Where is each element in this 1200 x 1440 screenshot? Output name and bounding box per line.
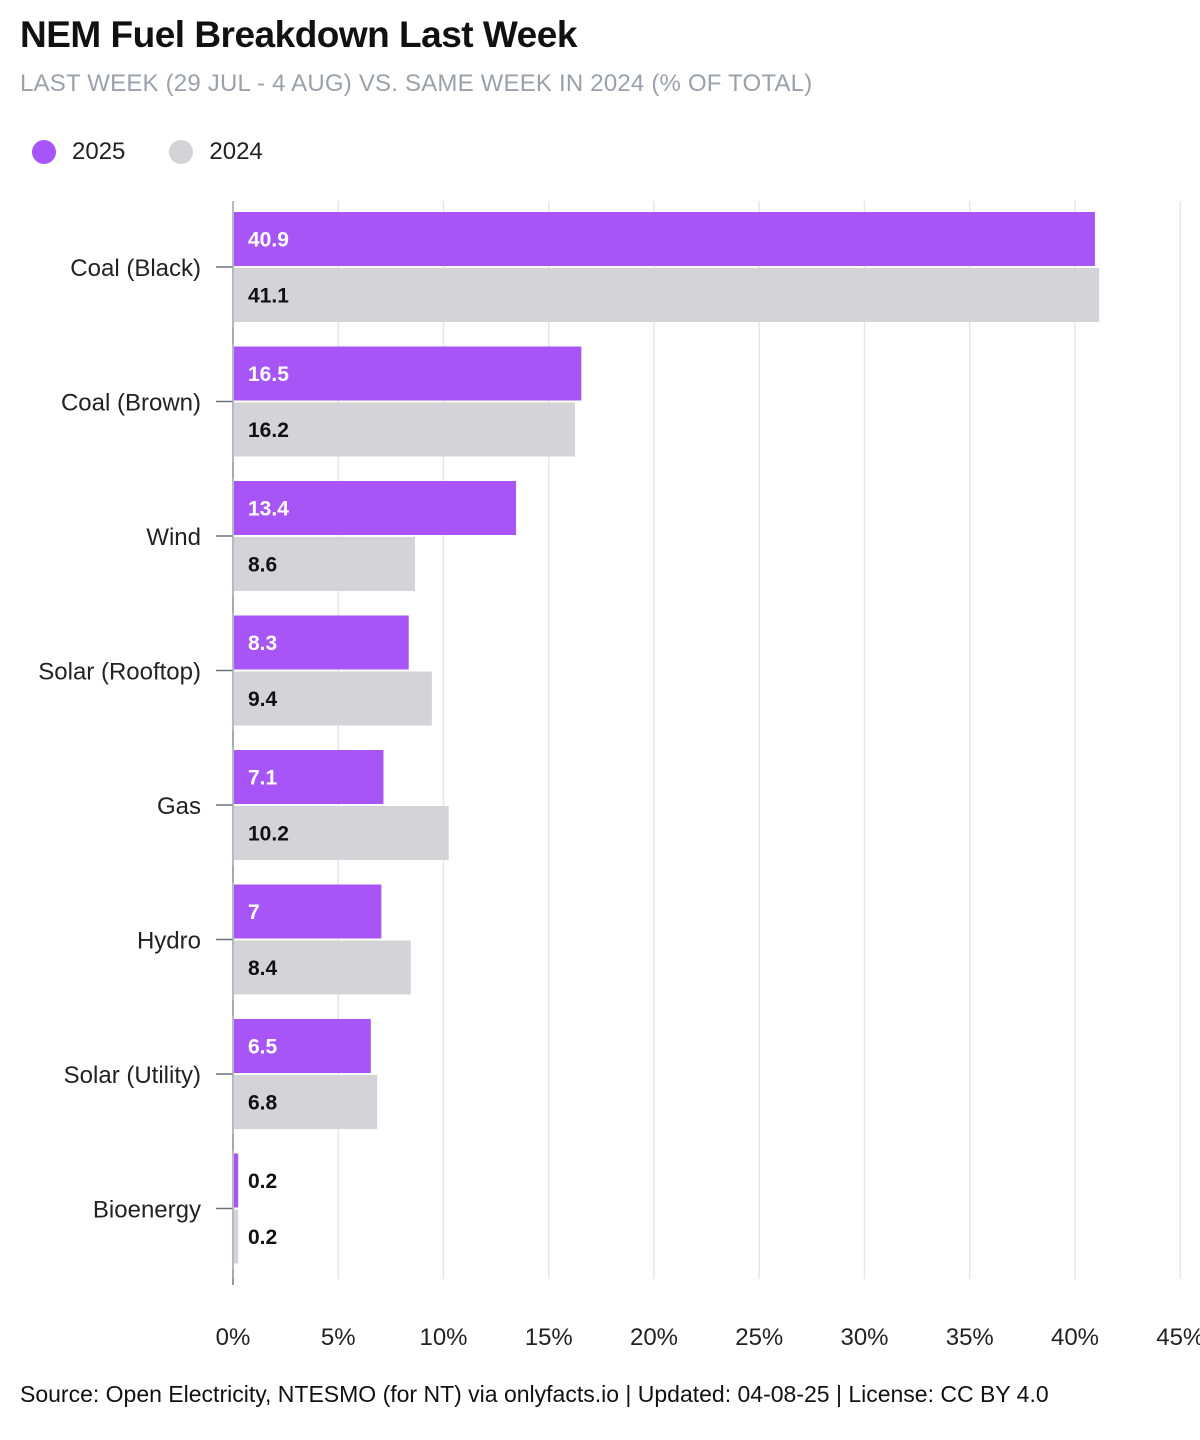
x-tick-label-40: 40% [1051,1324,1099,1351]
bar-2025-5 [234,750,384,804]
category-label-2: Coal (Brown) [61,390,201,417]
bar-2025-2 [234,346,582,401]
data-label-2024-4: 9.4 [248,688,278,711]
chart-title: NEM Fuel Breakdown Last Week [20,14,577,55]
category-label-6: Hydro [137,928,201,955]
legend-swatch-2024 [169,140,194,164]
chart-subtitle: LAST WEEK (29 JUL - 4 AUG) VS. SAME WEEK… [20,70,813,97]
bar-2024-8 [234,1209,239,1264]
bar-2025-8 [234,1153,239,1208]
x-tick-label-25: 25% [735,1324,783,1351]
bar-2024-6 [234,940,411,995]
x-tick-label-0: 0% [216,1324,251,1351]
x-tick-label-10: 10% [419,1324,467,1351]
x-tick-label-45: 45% [1156,1324,1200,1351]
x-tick-label-30: 30% [840,1324,888,1351]
bar-2024-5 [234,806,449,860]
data-label-2024-6: 8.4 [248,957,278,980]
bar-2025-7 [234,1019,371,1073]
data-label-2025-4: 8.3 [248,632,277,655]
legend-item-2024[interactable]: 2024 [169,138,263,166]
category-label-4: Solar (Rooftop) [38,659,201,686]
bar-2025-3 [234,481,517,535]
data-label-2024-2: 16.2 [248,419,289,442]
data-label-2024-7: 6.8 [248,1092,278,1115]
data-label-2024-3: 8.6 [248,554,277,577]
legend-label-2025: 2025 [72,138,126,165]
data-label-2025-2: 16.5 [248,363,289,386]
data-label-2024-5: 10.2 [248,823,289,846]
bar-chart: 40.9 41.1 Coal (Black) 16.5 16.2 Coal (Brown)… [38,201,1200,1351]
data-label-2025-7: 6.5 [248,1036,278,1059]
x-tick-label-20: 20% [630,1324,678,1351]
x-tick-label-15: 15% [525,1324,573,1351]
bar-2024-3 [234,537,416,591]
bar-2024-1 [234,268,1100,322]
source-footer: Source: Open Electricity, NTESMO (for NT… [20,1381,1049,1407]
bar-2024-4 [234,671,432,726]
data-label-2025-8: 0.2 [248,1170,277,1193]
bar-2024-2 [234,402,576,457]
data-label-2024-8: 0.2 [248,1226,277,1249]
category-label-5: Gas [157,793,201,820]
data-label-2025-1: 40.9 [248,229,289,252]
category-label-8: Bioenergy [93,1197,201,1224]
legend-label-2024: 2024 [209,138,263,165]
bar-2025-6 [234,884,382,939]
data-label-2025-3: 13.4 [248,498,289,521]
bar-2025-4 [234,615,409,670]
legend-item-2025[interactable]: 2025 [32,138,125,166]
legend-swatch-2025 [32,140,56,164]
data-label-2024-1: 41.1 [248,285,289,308]
bar-2024-7 [234,1075,378,1129]
category-label-3: Wind [146,524,201,551]
data-label-2025-6: 7 [248,901,260,924]
x-tick-label-5: 5% [321,1324,356,1351]
category-label-1: Coal (Black) [70,255,201,282]
legend: 2025 2024 [32,138,263,166]
data-label-2025-5: 7.1 [248,767,278,790]
x-tick-label-35: 35% [946,1324,994,1351]
category-label-7: Solar (Utility) [64,1062,201,1089]
bar-2025-1 [234,212,1095,266]
